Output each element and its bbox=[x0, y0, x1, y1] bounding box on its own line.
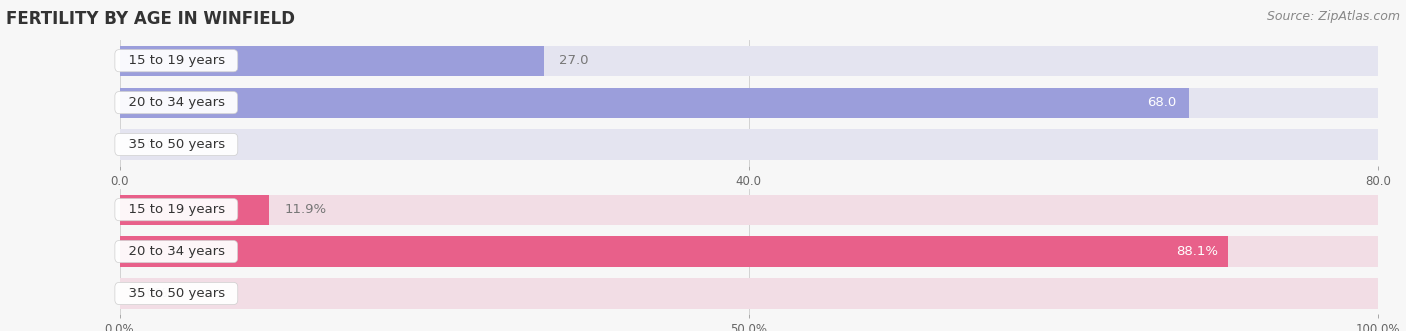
Bar bbox=[120, 46, 1378, 76]
Text: 0.0: 0.0 bbox=[135, 138, 156, 151]
Text: Source: ZipAtlas.com: Source: ZipAtlas.com bbox=[1267, 10, 1400, 23]
Text: 20 to 34 years: 20 to 34 years bbox=[120, 96, 233, 109]
Text: 15 to 19 years: 15 to 19 years bbox=[120, 54, 233, 67]
Text: 0.0%: 0.0% bbox=[135, 287, 169, 300]
Bar bbox=[120, 195, 1378, 225]
Text: 35 to 50 years: 35 to 50 years bbox=[120, 287, 233, 300]
Bar bbox=[120, 278, 1378, 308]
Bar bbox=[120, 195, 270, 225]
Text: FERTILITY BY AGE IN WINFIELD: FERTILITY BY AGE IN WINFIELD bbox=[6, 10, 295, 28]
Text: 27.0: 27.0 bbox=[560, 54, 589, 67]
Text: 35 to 50 years: 35 to 50 years bbox=[120, 138, 233, 151]
Text: 68.0: 68.0 bbox=[1147, 96, 1177, 109]
Text: 20 to 34 years: 20 to 34 years bbox=[120, 245, 233, 258]
Text: 11.9%: 11.9% bbox=[284, 203, 326, 216]
Bar bbox=[120, 46, 544, 76]
Bar bbox=[120, 87, 1378, 118]
Bar bbox=[120, 236, 1378, 267]
Bar bbox=[120, 87, 1189, 118]
Text: 15 to 19 years: 15 to 19 years bbox=[120, 203, 233, 216]
Text: 88.1%: 88.1% bbox=[1175, 245, 1218, 258]
Bar bbox=[120, 129, 1378, 160]
Bar bbox=[120, 236, 1227, 267]
